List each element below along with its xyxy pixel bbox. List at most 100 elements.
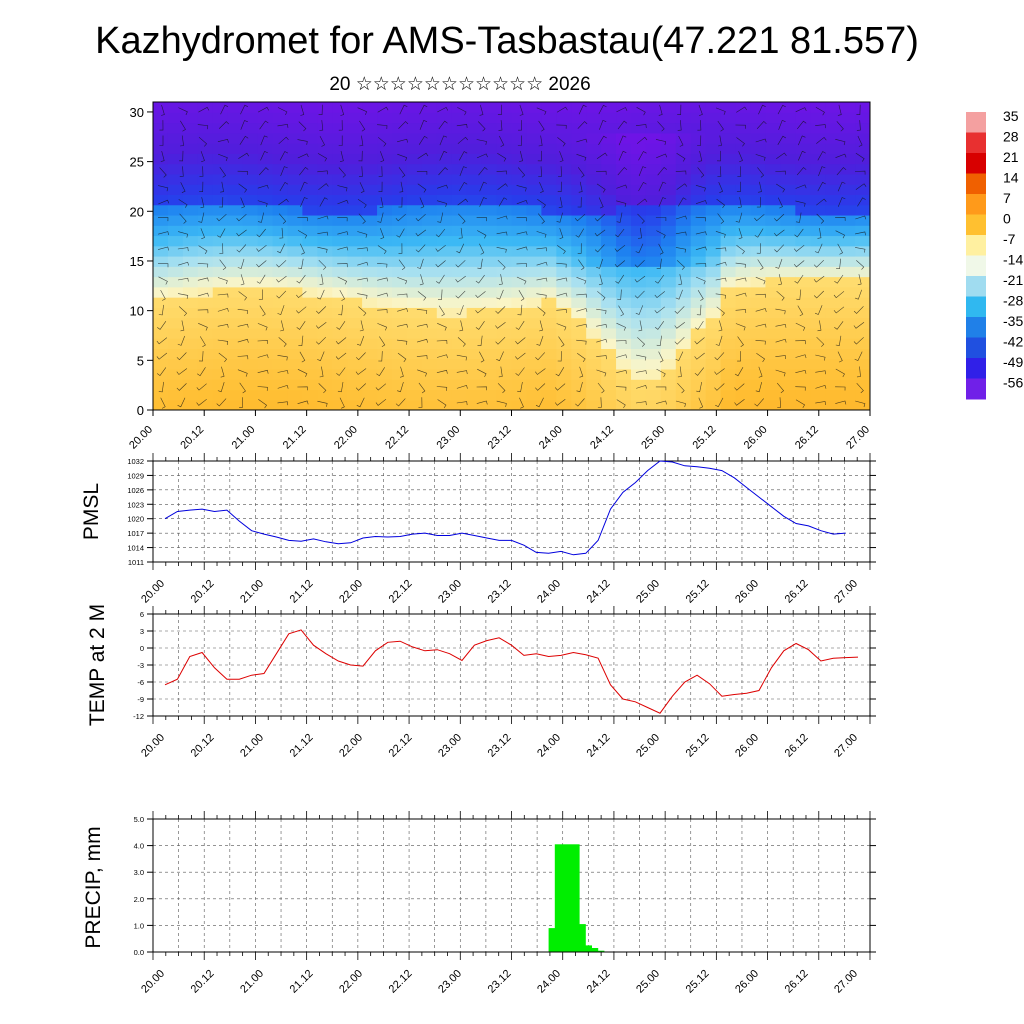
heatmap-cell bbox=[406, 163, 423, 175]
wind-barb bbox=[297, 400, 309, 405]
pmsl-ytick-label: 1017 bbox=[127, 529, 144, 538]
cross-xtick-label: 23.00 bbox=[434, 424, 462, 452]
heatmap-cell bbox=[496, 256, 513, 267]
heatmap-cell bbox=[571, 214, 587, 226]
heatmap-cell bbox=[720, 286, 737, 298]
heatmap-cell bbox=[855, 348, 870, 360]
wind-barb bbox=[576, 154, 587, 161]
wind-barb bbox=[397, 323, 408, 328]
heatmap-cell bbox=[182, 214, 199, 226]
wind-barb bbox=[717, 120, 724, 132]
heatmap-cell bbox=[735, 368, 752, 380]
heatmap-cell bbox=[466, 204, 483, 216]
wind-barb bbox=[574, 213, 586, 222]
wind-barb bbox=[857, 274, 862, 286]
heatmap-cell bbox=[810, 143, 826, 154]
heatmap-cell bbox=[287, 194, 303, 206]
heatmap-cell bbox=[227, 327, 244, 339]
heatmap-cell bbox=[406, 358, 423, 370]
wind-barb bbox=[355, 383, 367, 391]
heatmap-cell bbox=[302, 184, 318, 195]
heatmap-cell bbox=[347, 266, 363, 278]
heatmap-cell bbox=[855, 225, 870, 237]
heatmap-cell bbox=[347, 307, 363, 319]
heatmap-cell bbox=[466, 317, 483, 329]
heatmap-cell bbox=[392, 389, 408, 401]
wind-barb bbox=[475, 291, 486, 299]
wind-barb bbox=[158, 246, 169, 251]
heatmap-cell bbox=[182, 112, 199, 124]
heatmap-cell bbox=[511, 194, 528, 206]
wind-barb bbox=[535, 368, 546, 375]
heatmap-cell bbox=[675, 163, 692, 175]
heatmap-cell bbox=[332, 122, 348, 134]
wind-barb bbox=[436, 200, 447, 207]
heatmap-cell bbox=[780, 327, 796, 339]
heatmap-cell bbox=[690, 102, 707, 113]
wind-barb bbox=[478, 166, 488, 176]
wind-barb bbox=[554, 399, 566, 406]
heatmap-cell bbox=[586, 173, 602, 185]
heatmap-cell bbox=[406, 368, 423, 380]
heatmap-cell bbox=[526, 286, 542, 298]
heatmap-cell bbox=[855, 163, 870, 175]
wind-barb bbox=[778, 120, 786, 130]
precip-xtick-label: 25.00 bbox=[634, 968, 662, 996]
heatmap-cell bbox=[347, 338, 363, 349]
wind-barb bbox=[716, 306, 725, 316]
heatmap-cell bbox=[167, 317, 184, 329]
wind-barb bbox=[180, 120, 186, 132]
heatmap-cell bbox=[526, 256, 542, 267]
wind-barb bbox=[256, 274, 266, 284]
heatmap-cell bbox=[601, 143, 617, 154]
wind-barb bbox=[257, 340, 268, 344]
wind-barb bbox=[795, 200, 806, 207]
temp-xtick-label: 24.12 bbox=[585, 732, 613, 760]
wind-barb bbox=[558, 336, 565, 348]
heatmap-cell bbox=[377, 102, 393, 113]
wind-barb bbox=[438, 167, 448, 176]
heatmap-cell bbox=[735, 225, 752, 237]
wind-barb bbox=[516, 263, 527, 268]
heatmap-cell bbox=[825, 225, 841, 237]
wind-barb bbox=[297, 217, 308, 222]
heatmap-cell bbox=[153, 327, 169, 339]
heatmap-cell bbox=[795, 214, 811, 226]
heatmap-cell bbox=[705, 214, 722, 226]
heatmap-cell bbox=[541, 368, 557, 380]
precip-ytick-label: 0.0 bbox=[134, 948, 144, 957]
heatmap-cell bbox=[406, 173, 423, 185]
heatmap-cell bbox=[212, 102, 229, 113]
heatmap-cell bbox=[735, 184, 752, 195]
wind-barb bbox=[456, 354, 467, 361]
heatmap-cell bbox=[645, 358, 662, 370]
heatmap-cell bbox=[436, 266, 453, 278]
heatmap-cell bbox=[690, 276, 707, 288]
wind-barb bbox=[795, 369, 807, 374]
wind-barb bbox=[795, 354, 807, 359]
heatmap-cell bbox=[645, 194, 662, 206]
wind-barb bbox=[559, 228, 564, 239]
heatmap-cell bbox=[377, 399, 393, 410]
heatmap-cell bbox=[272, 163, 289, 175]
legend-label: 21 bbox=[1003, 149, 1019, 165]
heatmap-cell bbox=[735, 112, 752, 124]
wind-barb bbox=[340, 104, 345, 116]
wind-barb bbox=[618, 135, 627, 146]
heatmap-cell bbox=[720, 163, 737, 175]
heatmap-cell bbox=[332, 338, 348, 349]
heatmap-cell bbox=[601, 122, 617, 134]
heatmap-cell bbox=[421, 348, 438, 360]
wind-barb bbox=[277, 123, 289, 128]
heatmap-cell bbox=[735, 245, 752, 257]
heatmap-cell bbox=[675, 143, 692, 154]
heatmap-cell bbox=[571, 317, 587, 329]
heatmap-cell bbox=[212, 214, 229, 226]
heatmap-cell bbox=[392, 214, 408, 226]
wind-barb bbox=[575, 228, 585, 238]
wind-barb bbox=[197, 309, 209, 314]
heatmap-cell bbox=[631, 153, 647, 165]
wind-barb bbox=[438, 305, 445, 317]
heatmap-cell bbox=[690, 112, 707, 124]
cross-xtick-label: 23.12 bbox=[486, 424, 514, 452]
